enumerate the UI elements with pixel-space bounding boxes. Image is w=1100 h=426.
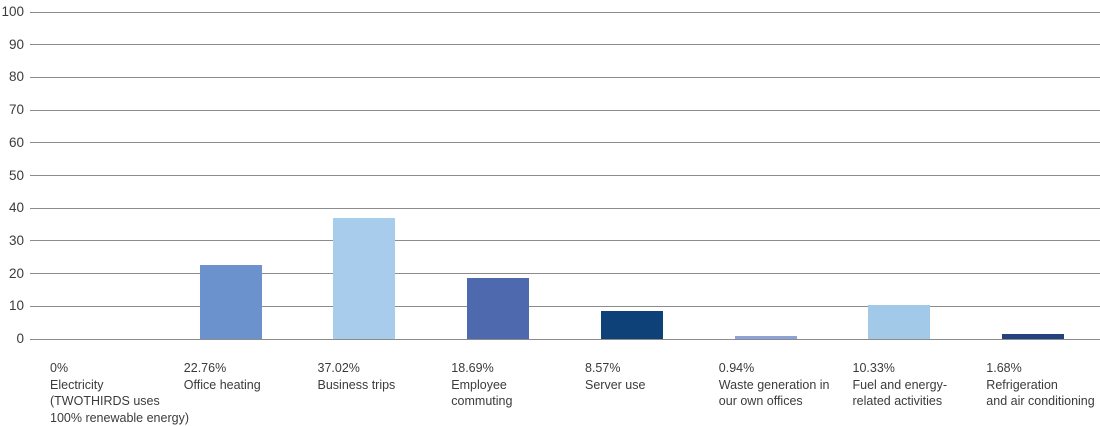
gridline (30, 110, 1100, 111)
x-label-line: Employee (451, 377, 512, 394)
x-label-line: Business trips (318, 377, 396, 394)
y-tick-label: 60 (0, 135, 24, 151)
x-label-business-trips: 37.02%Business trips (318, 360, 396, 393)
x-label-line: related activities (853, 393, 948, 410)
gridline (30, 12, 1100, 13)
bar-employee-commuting (467, 278, 529, 339)
gridline (30, 175, 1100, 176)
gridline (30, 44, 1100, 45)
x-label-percent: 37.02% (318, 360, 396, 377)
x-label-line: commuting (451, 393, 512, 410)
y-tick-label: 10 (0, 298, 24, 314)
y-tick-label: 90 (0, 37, 24, 53)
bar-fuel-energy-related (868, 305, 930, 339)
y-tick-label: 20 (0, 266, 24, 282)
x-label-line: 100% renewable energy) (50, 410, 189, 426)
y-tick-label: 70 (0, 102, 24, 118)
x-label-server-use: 8.57%Server use (585, 360, 645, 393)
x-label-line: (TWOTHIRDS uses (50, 393, 189, 410)
x-label-line: our own offices (719, 393, 830, 410)
x-label-percent: 10.33% (853, 360, 948, 377)
x-label-line: and air conditioning (986, 393, 1094, 410)
gridline (30, 77, 1100, 78)
x-label-percent: 22.76% (184, 360, 261, 377)
gridline (30, 339, 1100, 340)
bar-waste-generation (735, 336, 797, 339)
x-label-percent: 1.68% (986, 360, 1094, 377)
x-label-line: Electricity (50, 377, 189, 394)
gridline (30, 273, 1100, 274)
gridline (30, 240, 1100, 241)
bar-refrigeration-air-conditioning (1002, 334, 1064, 340)
gridline (30, 208, 1100, 209)
y-tick-label: 30 (0, 233, 24, 249)
x-label-line: Refrigeration (986, 377, 1094, 394)
x-label-line: Waste generation in (719, 377, 830, 394)
x-label-line: Server use (585, 377, 645, 394)
y-tick-label: 100 (0, 4, 24, 20)
x-label-percent: 0.94% (719, 360, 830, 377)
y-tick-label: 0 (0, 331, 24, 347)
x-label-fuel-energy-related: 10.33%Fuel and energy-related activities (853, 360, 948, 410)
y-tick-label: 50 (0, 168, 24, 184)
x-label-office-heating: 22.76%Office heating (184, 360, 261, 393)
x-label-percent: 18.69% (451, 360, 512, 377)
bar-business-trips (333, 218, 395, 339)
bar-office-heating (200, 265, 262, 339)
x-label-percent: 8.57% (585, 360, 645, 377)
x-label-percent: 0% (50, 360, 189, 377)
x-label-line: Office heating (184, 377, 261, 394)
bar-server-use (601, 311, 663, 339)
plot-area (30, 12, 1100, 339)
gridline (30, 142, 1100, 143)
x-label-line: Fuel and energy- (853, 377, 948, 394)
y-tick-label: 80 (0, 69, 24, 85)
gridline (30, 306, 1100, 307)
y-tick-label: 40 (0, 200, 24, 216)
